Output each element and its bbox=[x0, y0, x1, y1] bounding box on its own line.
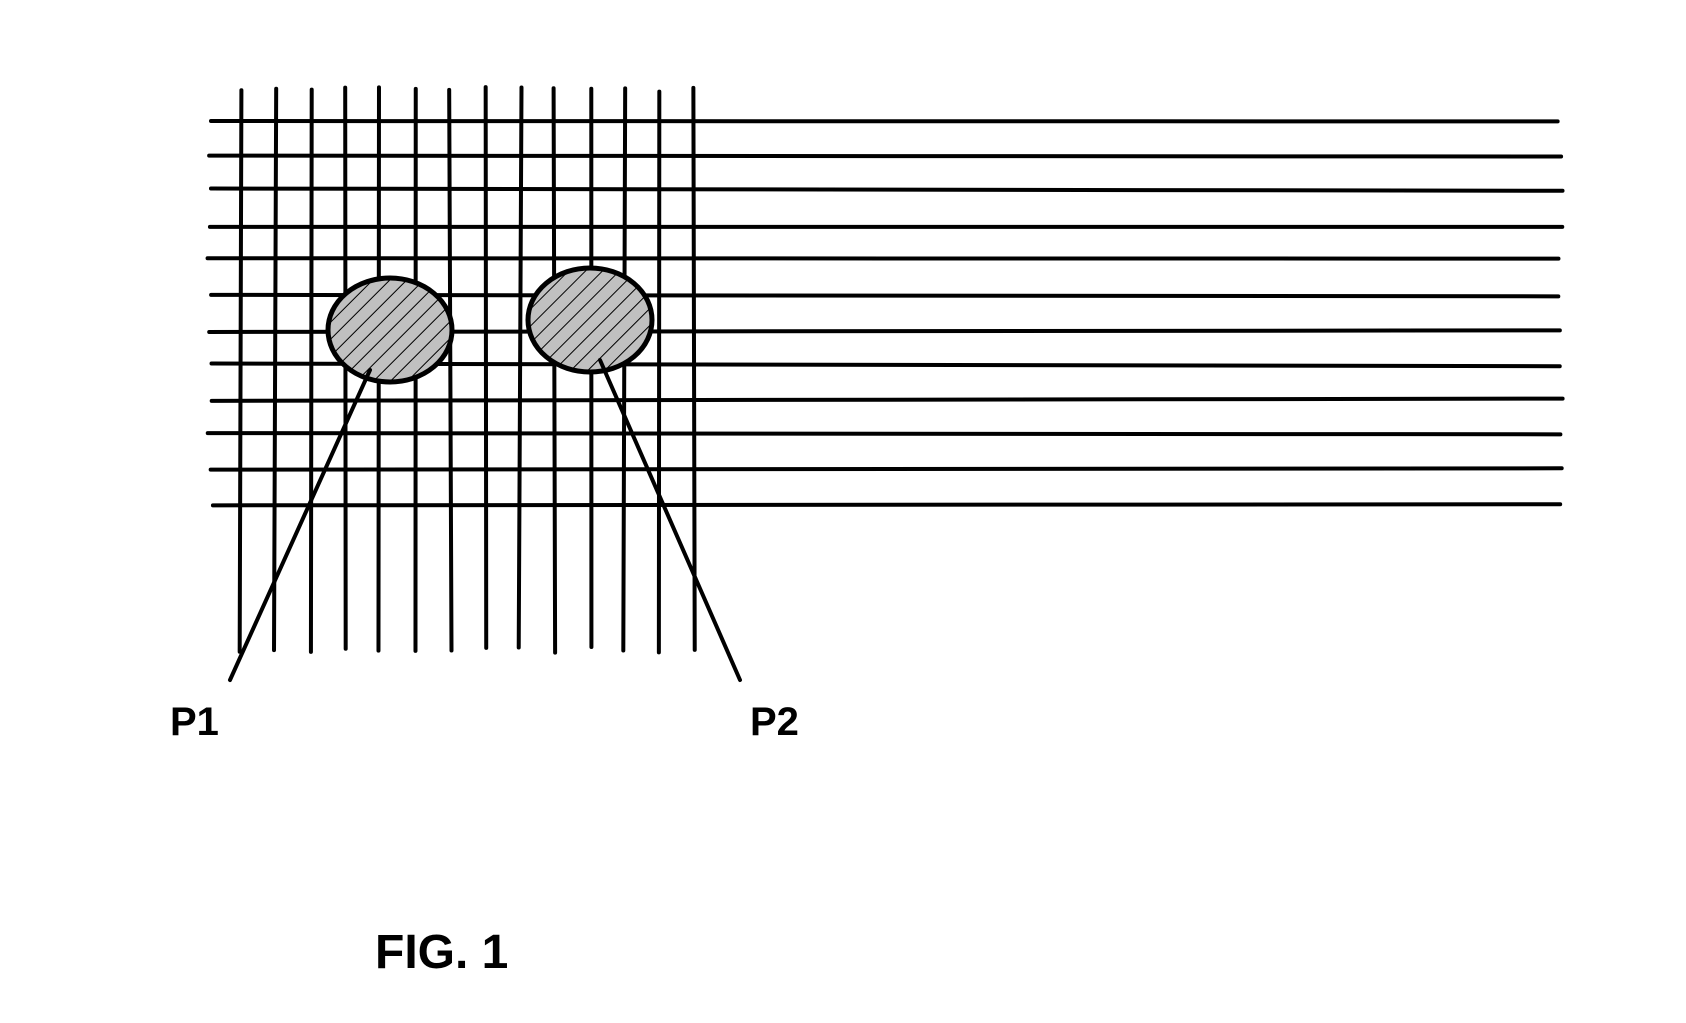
figure-container: P1 P2 FIG. 1 bbox=[100, 60, 1600, 960]
label-p1: P1 bbox=[170, 700, 219, 745]
figure-caption: FIG. 1 bbox=[375, 925, 508, 980]
label-p2: P2 bbox=[750, 700, 799, 745]
vertical-grid-lines bbox=[240, 87, 695, 653]
diagram-svg bbox=[100, 60, 1600, 960]
